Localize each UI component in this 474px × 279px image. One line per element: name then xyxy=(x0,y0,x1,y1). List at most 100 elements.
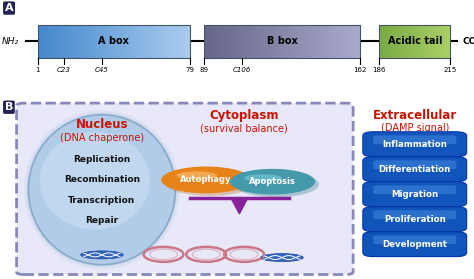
Text: Nucleus: Nucleus xyxy=(76,118,128,131)
Bar xyxy=(167,25,170,58)
Bar xyxy=(331,25,335,58)
Bar xyxy=(204,25,207,58)
Bar xyxy=(418,25,420,58)
Text: Differentiation: Differentiation xyxy=(379,165,451,174)
Bar xyxy=(243,25,246,58)
Bar xyxy=(211,25,215,58)
Bar xyxy=(436,25,438,58)
Bar xyxy=(114,25,117,58)
Bar xyxy=(404,25,406,58)
Bar xyxy=(111,25,114,58)
Ellipse shape xyxy=(176,171,217,179)
Text: COOH: COOH xyxy=(462,37,474,46)
Bar xyxy=(217,25,220,58)
Text: Development: Development xyxy=(382,240,447,249)
Bar xyxy=(48,25,51,58)
Bar xyxy=(71,25,74,58)
Bar xyxy=(389,25,390,58)
Bar xyxy=(412,25,414,58)
Bar xyxy=(379,25,381,58)
Bar xyxy=(253,25,256,58)
Text: (DNA chaperone): (DNA chaperone) xyxy=(60,133,144,143)
Bar xyxy=(284,25,288,58)
Ellipse shape xyxy=(244,174,283,182)
Bar xyxy=(127,25,129,58)
Bar xyxy=(444,25,446,58)
Bar xyxy=(164,25,167,58)
FancyBboxPatch shape xyxy=(373,235,456,244)
Bar xyxy=(58,25,61,58)
Bar xyxy=(441,25,442,58)
Bar xyxy=(391,25,392,58)
Bar xyxy=(182,25,185,58)
FancyBboxPatch shape xyxy=(363,157,466,182)
Bar xyxy=(248,25,251,58)
Bar xyxy=(427,25,428,58)
FancyBboxPatch shape xyxy=(17,103,353,275)
Bar xyxy=(91,25,94,58)
Bar xyxy=(292,25,295,58)
Bar xyxy=(104,25,107,58)
Ellipse shape xyxy=(234,172,319,197)
Bar xyxy=(38,25,190,58)
Bar xyxy=(417,25,419,58)
Bar xyxy=(442,25,444,58)
Bar xyxy=(410,25,411,58)
Bar xyxy=(96,25,99,58)
Bar xyxy=(303,25,306,58)
Bar xyxy=(337,25,340,58)
FancyBboxPatch shape xyxy=(363,232,466,257)
Bar xyxy=(393,25,395,58)
Bar xyxy=(172,25,175,58)
Bar xyxy=(387,25,389,58)
Bar xyxy=(93,25,97,58)
Bar xyxy=(449,25,451,58)
Bar xyxy=(432,25,434,58)
Bar xyxy=(420,25,422,58)
Bar xyxy=(394,25,396,58)
Text: Repair: Repair xyxy=(85,216,118,225)
Bar xyxy=(146,25,150,58)
Text: A: A xyxy=(5,3,13,13)
Bar xyxy=(437,25,439,58)
Bar xyxy=(251,25,254,58)
Bar xyxy=(149,25,152,58)
Bar xyxy=(397,25,399,58)
Bar xyxy=(109,25,112,58)
Text: Extracellular: Extracellular xyxy=(373,109,457,122)
Bar xyxy=(396,25,397,58)
Bar xyxy=(169,25,173,58)
Bar xyxy=(279,25,283,58)
Bar xyxy=(51,25,54,58)
Bar xyxy=(424,25,426,58)
Ellipse shape xyxy=(81,251,123,259)
Bar xyxy=(99,25,101,58)
Text: Replication: Replication xyxy=(73,155,130,164)
Bar xyxy=(358,25,361,58)
Bar xyxy=(431,25,433,58)
Bar xyxy=(256,25,259,58)
Text: Migration: Migration xyxy=(391,190,438,199)
Bar xyxy=(295,25,298,58)
Bar xyxy=(422,25,424,58)
Bar xyxy=(380,25,382,58)
Bar xyxy=(43,25,46,58)
Text: 162: 162 xyxy=(354,67,367,73)
Bar xyxy=(38,25,41,58)
Polygon shape xyxy=(231,198,248,214)
Bar xyxy=(423,25,425,58)
Bar xyxy=(274,25,277,58)
Bar xyxy=(177,25,180,58)
Bar xyxy=(240,25,244,58)
Bar xyxy=(434,25,435,58)
Bar xyxy=(398,25,400,58)
Bar xyxy=(390,25,392,58)
Bar xyxy=(345,25,347,58)
Bar xyxy=(407,25,408,58)
Bar xyxy=(316,25,319,58)
Bar xyxy=(206,25,210,58)
Bar xyxy=(61,25,64,58)
Bar xyxy=(401,25,402,58)
Ellipse shape xyxy=(24,110,180,269)
Bar xyxy=(347,25,350,58)
